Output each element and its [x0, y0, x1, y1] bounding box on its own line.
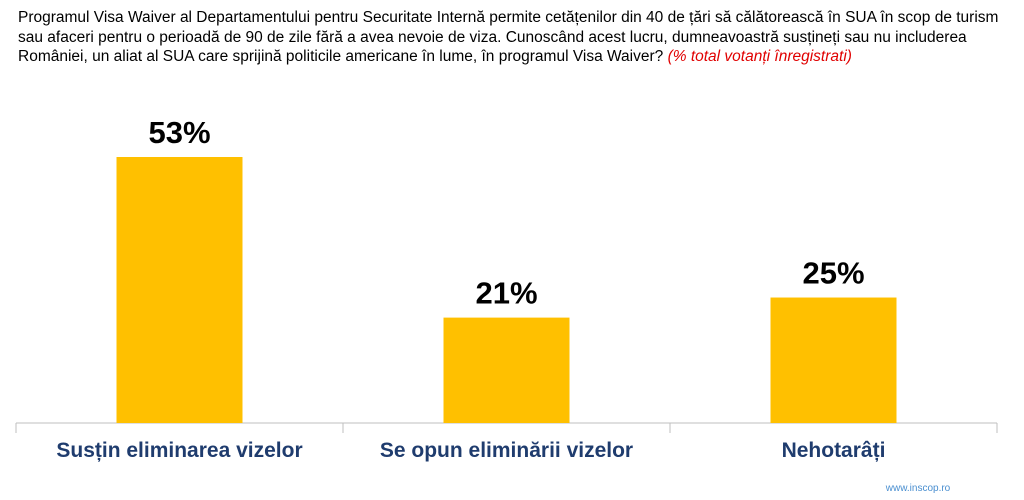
chart-title: Programul Visa Waiver al Departamentului… — [18, 9, 999, 65]
source: www.inscop.ro — [885, 483, 951, 494]
bar — [116, 157, 243, 423]
chart-title-block: Programul Visa Waiver al Departamentului… — [18, 8, 1008, 67]
x-tick-label: Se opun eliminării vizelor — [380, 439, 633, 462]
bar — [443, 317, 570, 423]
bar — [770, 297, 897, 423]
x-tick-label: Susțin eliminarea vizelor — [56, 439, 302, 462]
data-label: 25% — [802, 256, 864, 291]
chart-subtitle: (% total votanți înregistrati) — [667, 48, 852, 65]
x-tick-label: Nehotarâți — [782, 439, 886, 462]
data-label: 53% — [148, 115, 210, 150]
data-label: 21% — [475, 276, 537, 311]
